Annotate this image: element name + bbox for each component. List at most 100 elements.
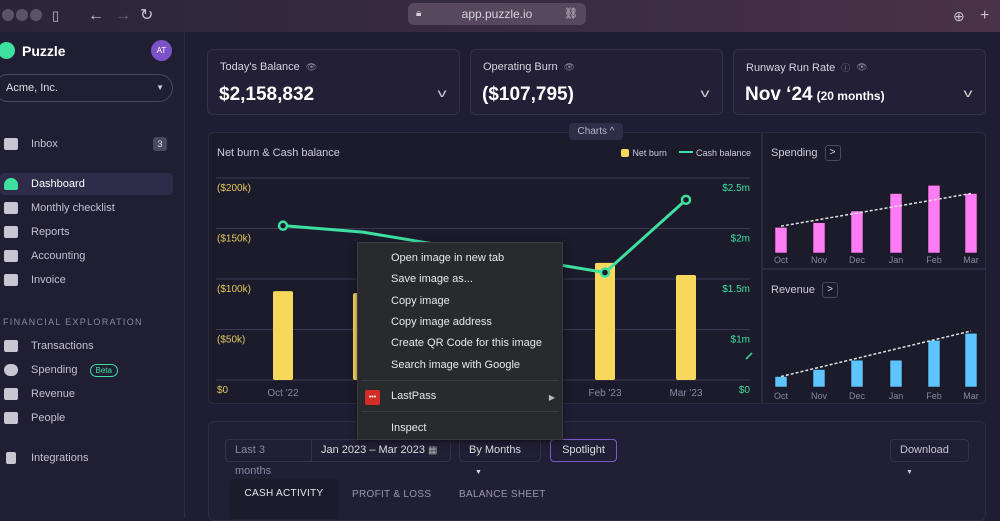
sidebar-toggle-icon[interactable]: ▯ [52, 8, 60, 23]
chevron-down-icon[interactable]: v [963, 86, 973, 100]
charts-toggle-button[interactable]: Charts ^ [569, 123, 623, 140]
company-selector[interactable]: Acme, Inc. ▼ [0, 74, 173, 102]
tab-cash-activity[interactable]: CASH ACTIVITY [229, 479, 339, 519]
window-close-dot[interactable] [2, 9, 14, 21]
left-tick-label: ($50k) [217, 335, 245, 346]
sidebar-item-inbox[interactable]: Inbox 3 [0, 133, 173, 155]
legend-swatch [621, 149, 630, 157]
people-icon [4, 412, 18, 424]
link-icon[interactable]: ⛓︎ [564, 8, 578, 20]
download-icon[interactable]: ⊕ [953, 8, 965, 24]
eye-icon[interactable]: 👁︎ [305, 61, 318, 72]
download-button[interactable]: Download ▼ [890, 439, 969, 476]
cash-balance-point [680, 194, 692, 206]
x-tick-label: Jan [889, 255, 904, 265]
bar [964, 193, 978, 254]
bar [774, 227, 788, 254]
address-bar[interactable]: 🔒︎ app.puzzle.io ⛓︎ [408, 3, 586, 25]
legend-cash-balance: Cash balance [678, 148, 751, 158]
x-tick-label: Feb '23 [588, 388, 621, 399]
tab-profit-loss[interactable]: PROFIT & LOSS [352, 489, 432, 500]
browser-toolbar: ▯ ← → ↻ 🔒︎ app.puzzle.io ⛓︎ ⊕ + [0, 0, 1000, 32]
card-label: Runway Run Rate [746, 61, 836, 74]
sidebar-item-revenue[interactable]: Revenue [0, 383, 173, 405]
grouping-select[interactable]: By Months ▼ [459, 439, 541, 476]
left-tick-label: $0 [217, 385, 229, 396]
back-icon[interactable]: ← [88, 7, 104, 24]
spotlight-button[interactable]: Spotlight [550, 439, 617, 462]
forward-icon[interactable]: → [115, 7, 131, 24]
x-tick-label: Dec [849, 391, 866, 401]
sidebar-item-transactions[interactable]: Transactions [0, 335, 173, 357]
menu-item-save-image[interactable]: Save image as... [391, 273, 473, 285]
menu-item-create-qr-code[interactable]: Create QR Code for this image [391, 337, 543, 349]
new-tab-icon[interactable]: + [980, 7, 990, 24]
x-tick-label: Oct [774, 391, 789, 401]
sidebar-item-label: Reports [31, 226, 70, 238]
sidebar-item-reports[interactable]: Reports [0, 221, 173, 243]
sidebar-item-label: People [31, 412, 66, 424]
help-icon[interactable]: ⓘ [841, 63, 851, 73]
sidebar-item-people[interactable]: People [0, 407, 173, 429]
dashboard-icon [4, 178, 18, 190]
x-tick-label: Feb [926, 255, 942, 265]
tab-balance-sheet[interactable]: BALANCE SHEET [459, 489, 546, 500]
window-minimize-dot[interactable] [16, 9, 28, 21]
date-range-text: Jan 2023 – Mar 2023 [321, 444, 425, 456]
accounting-icon [4, 250, 18, 262]
bar [812, 369, 826, 388]
right-tick-label: $1m [731, 335, 750, 346]
chevron-up-icon: ^ [609, 126, 615, 137]
card-value: Nov ‘24 (20 months) [745, 84, 885, 106]
checklist-icon [4, 202, 18, 214]
eye-icon[interactable]: 👁︎ [563, 61, 576, 72]
revenue-open-button[interactable]: > [822, 282, 839, 298]
brand[interactable]: Puzzle [0, 42, 66, 59]
menu-item-search-google[interactable]: Search image with Google [391, 359, 521, 371]
company-name: Acme, Inc. [6, 82, 58, 94]
menu-item-copy-image-address[interactable]: Copy image address [391, 316, 492, 328]
eye-icon[interactable]: 👁︎ [856, 62, 868, 72]
sidebar-item-integrations[interactable]: Integrations [0, 447, 173, 469]
sidebar-item-monthly-checklist[interactable]: Monthly checklist [0, 197, 173, 219]
card-operating-burn[interactable]: Operating Burn 👁︎ ($107,795) v [470, 49, 723, 115]
chevron-down-icon[interactable]: v [437, 86, 447, 100]
spending-open-button[interactable]: > [824, 145, 841, 161]
x-tick-label: Mar [963, 255, 979, 265]
menu-item-lastpass[interactable]: LastPass [391, 390, 437, 402]
bar [850, 210, 864, 254]
card-runway-run-rate[interactable]: Runway Run Rate ⓘ 👁︎ Nov ‘24 (20 months) v [733, 49, 986, 115]
date-range-picker[interactable]: Jan 2023 – Mar 2023 ▦ [311, 439, 451, 462]
sidebar: Puzzle AT Acme, Inc. ▼ Inbox 3 Dashboard… [0, 32, 185, 518]
sidebar-item-invoice[interactable]: Invoice [0, 269, 173, 291]
legend-net-burn: Net burn [621, 148, 667, 158]
runway-month: Nov ‘24 [745, 84, 813, 105]
card-todays-balance[interactable]: Today's Balance 👁︎ $2,158,832 v [207, 49, 460, 115]
menu-item-open-image-new-tab[interactable]: Open image in new tab [391, 252, 505, 264]
chevron-down-icon[interactable]: v [700, 86, 710, 100]
bar [889, 193, 903, 254]
menu-item-inspect[interactable]: Inspect [391, 422, 427, 434]
brand-name: Puzzle [22, 42, 66, 59]
window-maximize-dot[interactable] [30, 9, 42, 21]
x-tick-label: Mar '23 [669, 388, 702, 399]
card-label: Today's Balance [220, 61, 300, 73]
sidebar-item-label: Accounting [31, 250, 86, 262]
section-label-financial-exploration: FINANCIAL EXPLORATION [3, 317, 143, 327]
sidebar-item-accounting[interactable]: Accounting [0, 245, 173, 267]
menu-item-copy-image[interactable]: Copy image [391, 295, 450, 307]
spending-chart: Spending > Oct Nov Dec Jan Feb Mar [762, 132, 986, 269]
x-tick-label: Feb [926, 391, 942, 401]
range-preset-button[interactable]: Last 3 months [225, 439, 312, 477]
transactions-icon [4, 340, 18, 352]
cash-balance-point [599, 267, 611, 278]
sidebar-item-dashboard[interactable]: Dashboard [0, 173, 173, 195]
x-tick-label: Dec [849, 255, 866, 265]
invoice-icon [4, 274, 18, 286]
avatar[interactable]: AT [151, 40, 172, 61]
left-tick-label: ($100k) [217, 284, 251, 295]
reload-icon[interactable]: ↻ [140, 7, 154, 24]
sidebar-item-spending[interactable]: Spending Beta [0, 359, 173, 381]
caret-down-icon: ▼ [475, 469, 482, 476]
right-tick-label: $0 [739, 385, 751, 396]
